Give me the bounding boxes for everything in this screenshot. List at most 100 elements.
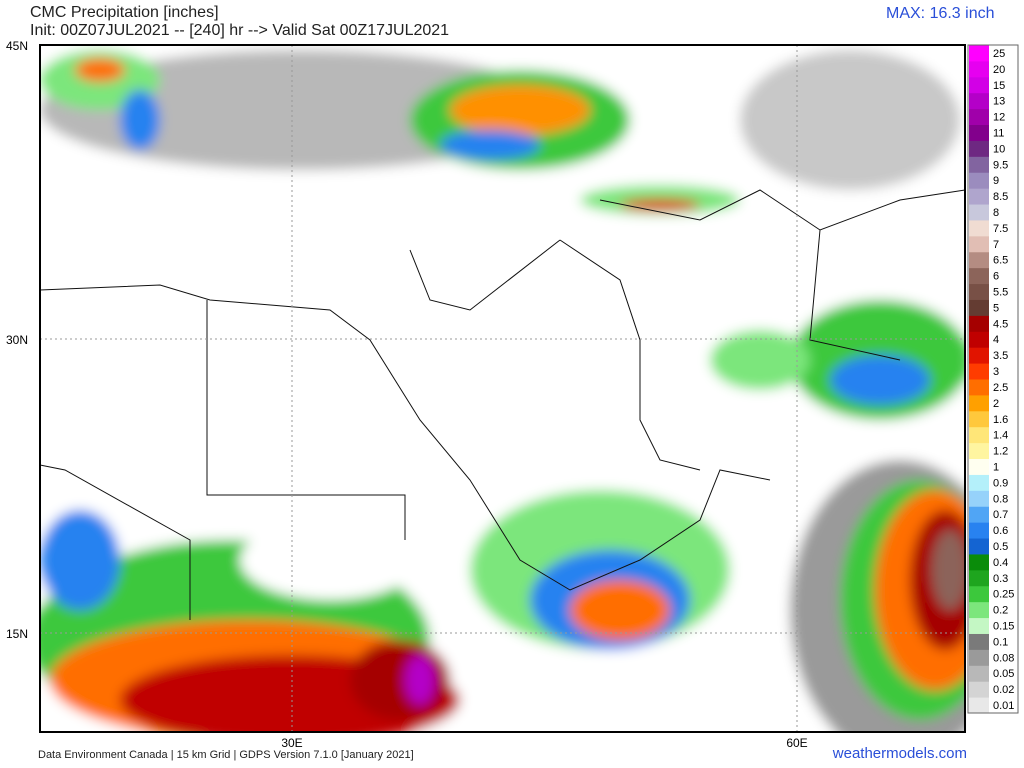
legend-label: 13: [993, 96, 1005, 108]
legend-label: 1.4: [993, 430, 1008, 442]
lon-label: 30E: [281, 736, 302, 750]
legend-label: 0.08: [993, 652, 1014, 664]
lat-label: 15N: [6, 627, 28, 641]
legend-swatch: [969, 140, 989, 157]
legend-swatch: [969, 283, 989, 300]
legend-label: 25: [993, 48, 1005, 60]
lon-label: 60E: [786, 736, 807, 750]
legend-swatch: [969, 124, 989, 141]
legend-swatch: [969, 426, 989, 444]
legend-label: 2: [993, 398, 999, 410]
legend-label: 1: [993, 461, 999, 473]
legend-swatch: [969, 633, 989, 650]
legend-swatch: [969, 474, 989, 491]
legend-frame: [967, 44, 1019, 714]
legend-swatch: [969, 156, 989, 173]
legend-swatch: [969, 649, 989, 666]
legend-label: 2.5: [993, 382, 1008, 394]
legend-label: 0.1: [993, 636, 1008, 648]
legend-label: 0.01: [993, 700, 1014, 712]
legend-label: 0.8: [993, 493, 1008, 505]
legend-swatch: [969, 235, 989, 253]
legend-label: 0.02: [993, 684, 1014, 696]
legend-label: 9: [993, 175, 999, 187]
legend-swatch: [969, 601, 989, 619]
lat-label: 45N: [6, 39, 28, 53]
legend-swatch: [969, 172, 989, 189]
legend-label: 12: [993, 112, 1005, 124]
legend-swatch: [969, 315, 989, 332]
lat-label: 30N: [6, 333, 28, 347]
legend-swatch: [969, 60, 989, 78]
legend-label: 0.9: [993, 477, 1008, 489]
legend-label: 10: [993, 143, 1005, 155]
legend-label: 0.2: [993, 605, 1008, 617]
legend-swatch: [969, 204, 989, 221]
legend-label: 3: [993, 366, 999, 378]
map-frame: [39, 44, 966, 733]
legend-label: 7.5: [993, 223, 1008, 235]
legend-swatch: [969, 219, 989, 237]
subtitle: Init: 00Z07JUL2021 -- [240] hr --> Valid…: [30, 22, 450, 39]
legend-label: 11: [993, 127, 1004, 139]
legend-swatch: [969, 92, 989, 110]
legend-swatch: [969, 506, 989, 523]
legend: 0.01 0.02 0.05 0.08 0.1 0.15 0.2 0.25 0.3 0.4 0.5 0…: [967, 44, 1019, 714]
site: weathermodels.com: [832, 745, 967, 762]
title: CMC Precipitation [inches]: [30, 4, 219, 21]
legend-swatch: [969, 45, 989, 62]
legend-label: 0.4: [993, 557, 1008, 569]
legend-swatch: [969, 538, 989, 555]
legend-label: 0.05: [993, 668, 1014, 680]
legend-label: 8.5: [993, 191, 1008, 203]
legend-swatch: [969, 299, 989, 316]
legend-swatch: [969, 585, 989, 603]
legend-swatch: [969, 108, 989, 126]
max-value: MAX: 16.3 inch: [886, 5, 995, 22]
legend-swatch: [969, 347, 989, 364]
legend-swatch: [969, 188, 989, 205]
credit: Data Environment Canada | 15 km Grid | G…: [38, 749, 414, 761]
legend-swatch: [969, 617, 989, 634]
legend-swatch: [969, 665, 989, 682]
legend-swatch: [969, 267, 989, 285]
legend-swatch: [969, 553, 989, 571]
legend-label: 4: [993, 334, 999, 346]
legend-swatch: [969, 442, 989, 460]
legend-label: 0.7: [993, 509, 1008, 521]
legend-label: 5: [993, 302, 999, 314]
legend-label: 0.6: [993, 525, 1008, 537]
legend-label: 1.2: [993, 446, 1008, 458]
legend-label: 0.25: [993, 589, 1014, 601]
legend-swatch: [969, 490, 989, 507]
legend-label: 8: [993, 207, 999, 219]
legend-swatch: [969, 410, 989, 428]
legend-label: 3.5: [993, 350, 1008, 362]
legend-swatch: [969, 331, 989, 348]
legend-label: 6: [993, 271, 999, 283]
legend-label: 1.6: [993, 414, 1008, 426]
legend-swatch: [969, 681, 989, 698]
legend-label: 0.5: [993, 541, 1008, 553]
legend-swatch: [969, 363, 989, 380]
legend-swatch: [969, 251, 989, 269]
legend-label: 9.5: [993, 159, 1008, 171]
precip-field: [40, 45, 965, 732]
legend-label: 5.5: [993, 287, 1008, 299]
legend-label: 0.3: [993, 573, 1008, 585]
legend-label: 0.15: [993, 621, 1014, 633]
graticule: [40, 45, 965, 732]
legend-label: 20: [993, 64, 1005, 76]
borders: [39, 189, 966, 620]
legend-label: 4.5: [993, 318, 1008, 330]
legend-swatch: [969, 697, 989, 714]
legend-label: 15: [993, 80, 1005, 92]
legend-swatch: [969, 458, 989, 475]
legend-swatch: [969, 522, 989, 539]
legend-swatch: [969, 394, 989, 412]
legend-swatch: [969, 379, 989, 396]
legend-swatch: [969, 569, 989, 587]
legend-swatch: [969, 76, 989, 94]
